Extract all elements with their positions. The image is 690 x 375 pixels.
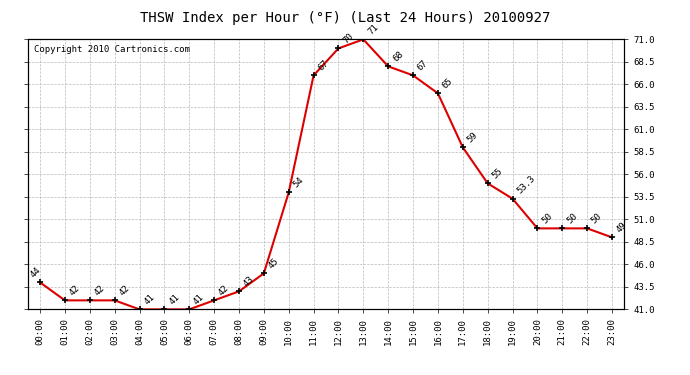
Text: 70: 70	[342, 32, 355, 46]
Text: 50: 50	[540, 211, 554, 226]
Text: 68: 68	[391, 50, 405, 64]
Text: 41: 41	[167, 292, 181, 307]
Text: THSW Index per Hour (°F) (Last 24 Hours) 20100927: THSW Index per Hour (°F) (Last 24 Hours)…	[140, 11, 550, 25]
Text: 43: 43	[241, 274, 256, 289]
Text: 44: 44	[29, 266, 43, 280]
Text: 65: 65	[441, 76, 455, 91]
Text: 54: 54	[291, 176, 306, 190]
Text: 53.3: 53.3	[515, 174, 537, 196]
Text: 41: 41	[192, 292, 206, 307]
Text: 67: 67	[317, 58, 331, 73]
Text: 67: 67	[416, 58, 430, 73]
Text: 42: 42	[68, 284, 81, 298]
Text: 59: 59	[466, 130, 480, 145]
Text: 50: 50	[590, 211, 604, 226]
Text: 71: 71	[366, 22, 380, 37]
Text: Copyright 2010 Cartronics.com: Copyright 2010 Cartronics.com	[34, 45, 190, 54]
Text: 49: 49	[615, 220, 629, 235]
Text: 42: 42	[92, 284, 106, 298]
Text: 50: 50	[565, 211, 579, 226]
Text: 55: 55	[491, 166, 504, 181]
Text: 42: 42	[117, 284, 131, 298]
Text: 41: 41	[142, 292, 156, 307]
Text: 42: 42	[217, 284, 231, 298]
Text: 45: 45	[266, 256, 281, 271]
